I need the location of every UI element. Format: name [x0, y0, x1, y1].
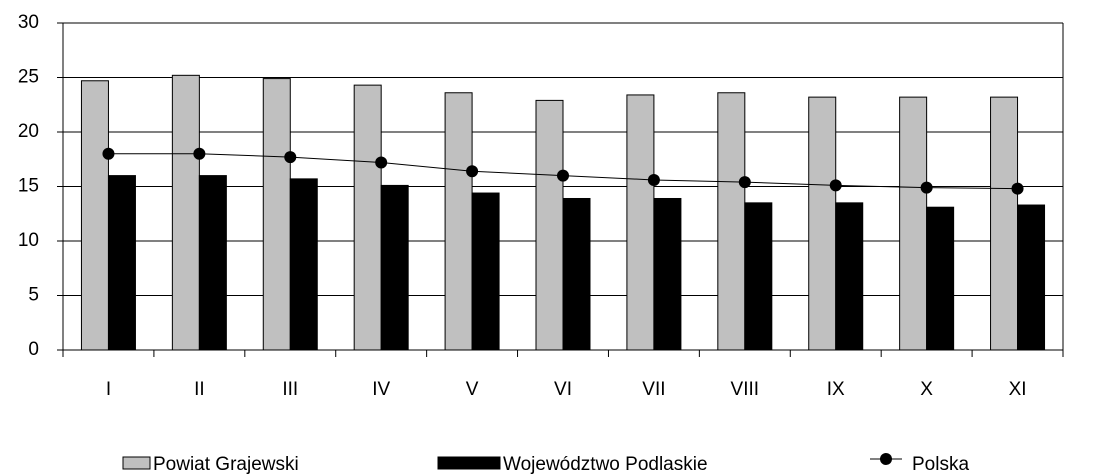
x-tick-label: VII	[642, 379, 665, 400]
y-tick-label: 30	[18, 12, 39, 33]
bar	[744, 202, 773, 351]
marker	[1011, 182, 1024, 195]
bar	[1017, 204, 1046, 351]
x-tick-label: XI	[1009, 379, 1027, 400]
bar	[535, 99, 564, 351]
marker	[738, 176, 751, 189]
legend-swatch	[122, 456, 151, 470]
x-tick-label: VIII	[731, 379, 760, 400]
bar	[444, 92, 473, 351]
bar	[262, 78, 291, 351]
x-tick-label: IX	[827, 379, 845, 400]
x-tick-label: II	[194, 379, 205, 400]
marker	[557, 169, 569, 182]
x-tick-label: VI	[554, 379, 572, 400]
marker	[466, 165, 479, 178]
bar	[80, 80, 109, 351]
x-tick-label: III	[282, 379, 298, 400]
marker	[920, 181, 933, 194]
bar	[353, 84, 382, 351]
bar	[653, 197, 682, 351]
marker	[375, 156, 388, 169]
x-tick-label: X	[920, 379, 933, 400]
bar	[717, 92, 746, 351]
bar	[808, 96, 837, 351]
bar	[835, 202, 864, 351]
marker	[102, 147, 115, 160]
y-tick-label: 0	[28, 339, 39, 360]
bar	[990, 96, 1019, 351]
bar	[562, 197, 591, 351]
legend-label: Województwo Podlaskie	[503, 454, 708, 475]
x-tick-label: IV	[372, 379, 390, 400]
bar	[471, 192, 500, 351]
legend-swatch	[437, 456, 501, 470]
y-tick-label: 15	[18, 176, 39, 197]
x-tick-label: V	[466, 379, 479, 400]
bar	[289, 178, 318, 351]
y-tick-label: 5	[28, 285, 39, 306]
bar	[198, 175, 227, 351]
legend-marker	[880, 453, 892, 465]
bar	[926, 206, 955, 351]
bar	[171, 74, 200, 351]
x-tick-label: I	[106, 379, 111, 400]
legend-label: Polska	[912, 454, 969, 475]
bar	[380, 184, 409, 351]
marker	[284, 151, 297, 164]
bar	[626, 94, 655, 351]
legend-label: Powiat Grajewski	[153, 454, 299, 475]
y-tick-label: 10	[18, 230, 39, 251]
y-tick-label: 20	[18, 121, 39, 142]
marker	[193, 147, 206, 160]
y-tick-label: 25	[18, 67, 39, 88]
marker	[647, 173, 660, 186]
marker	[829, 179, 842, 192]
bar	[899, 96, 928, 351]
bar	[107, 175, 136, 351]
